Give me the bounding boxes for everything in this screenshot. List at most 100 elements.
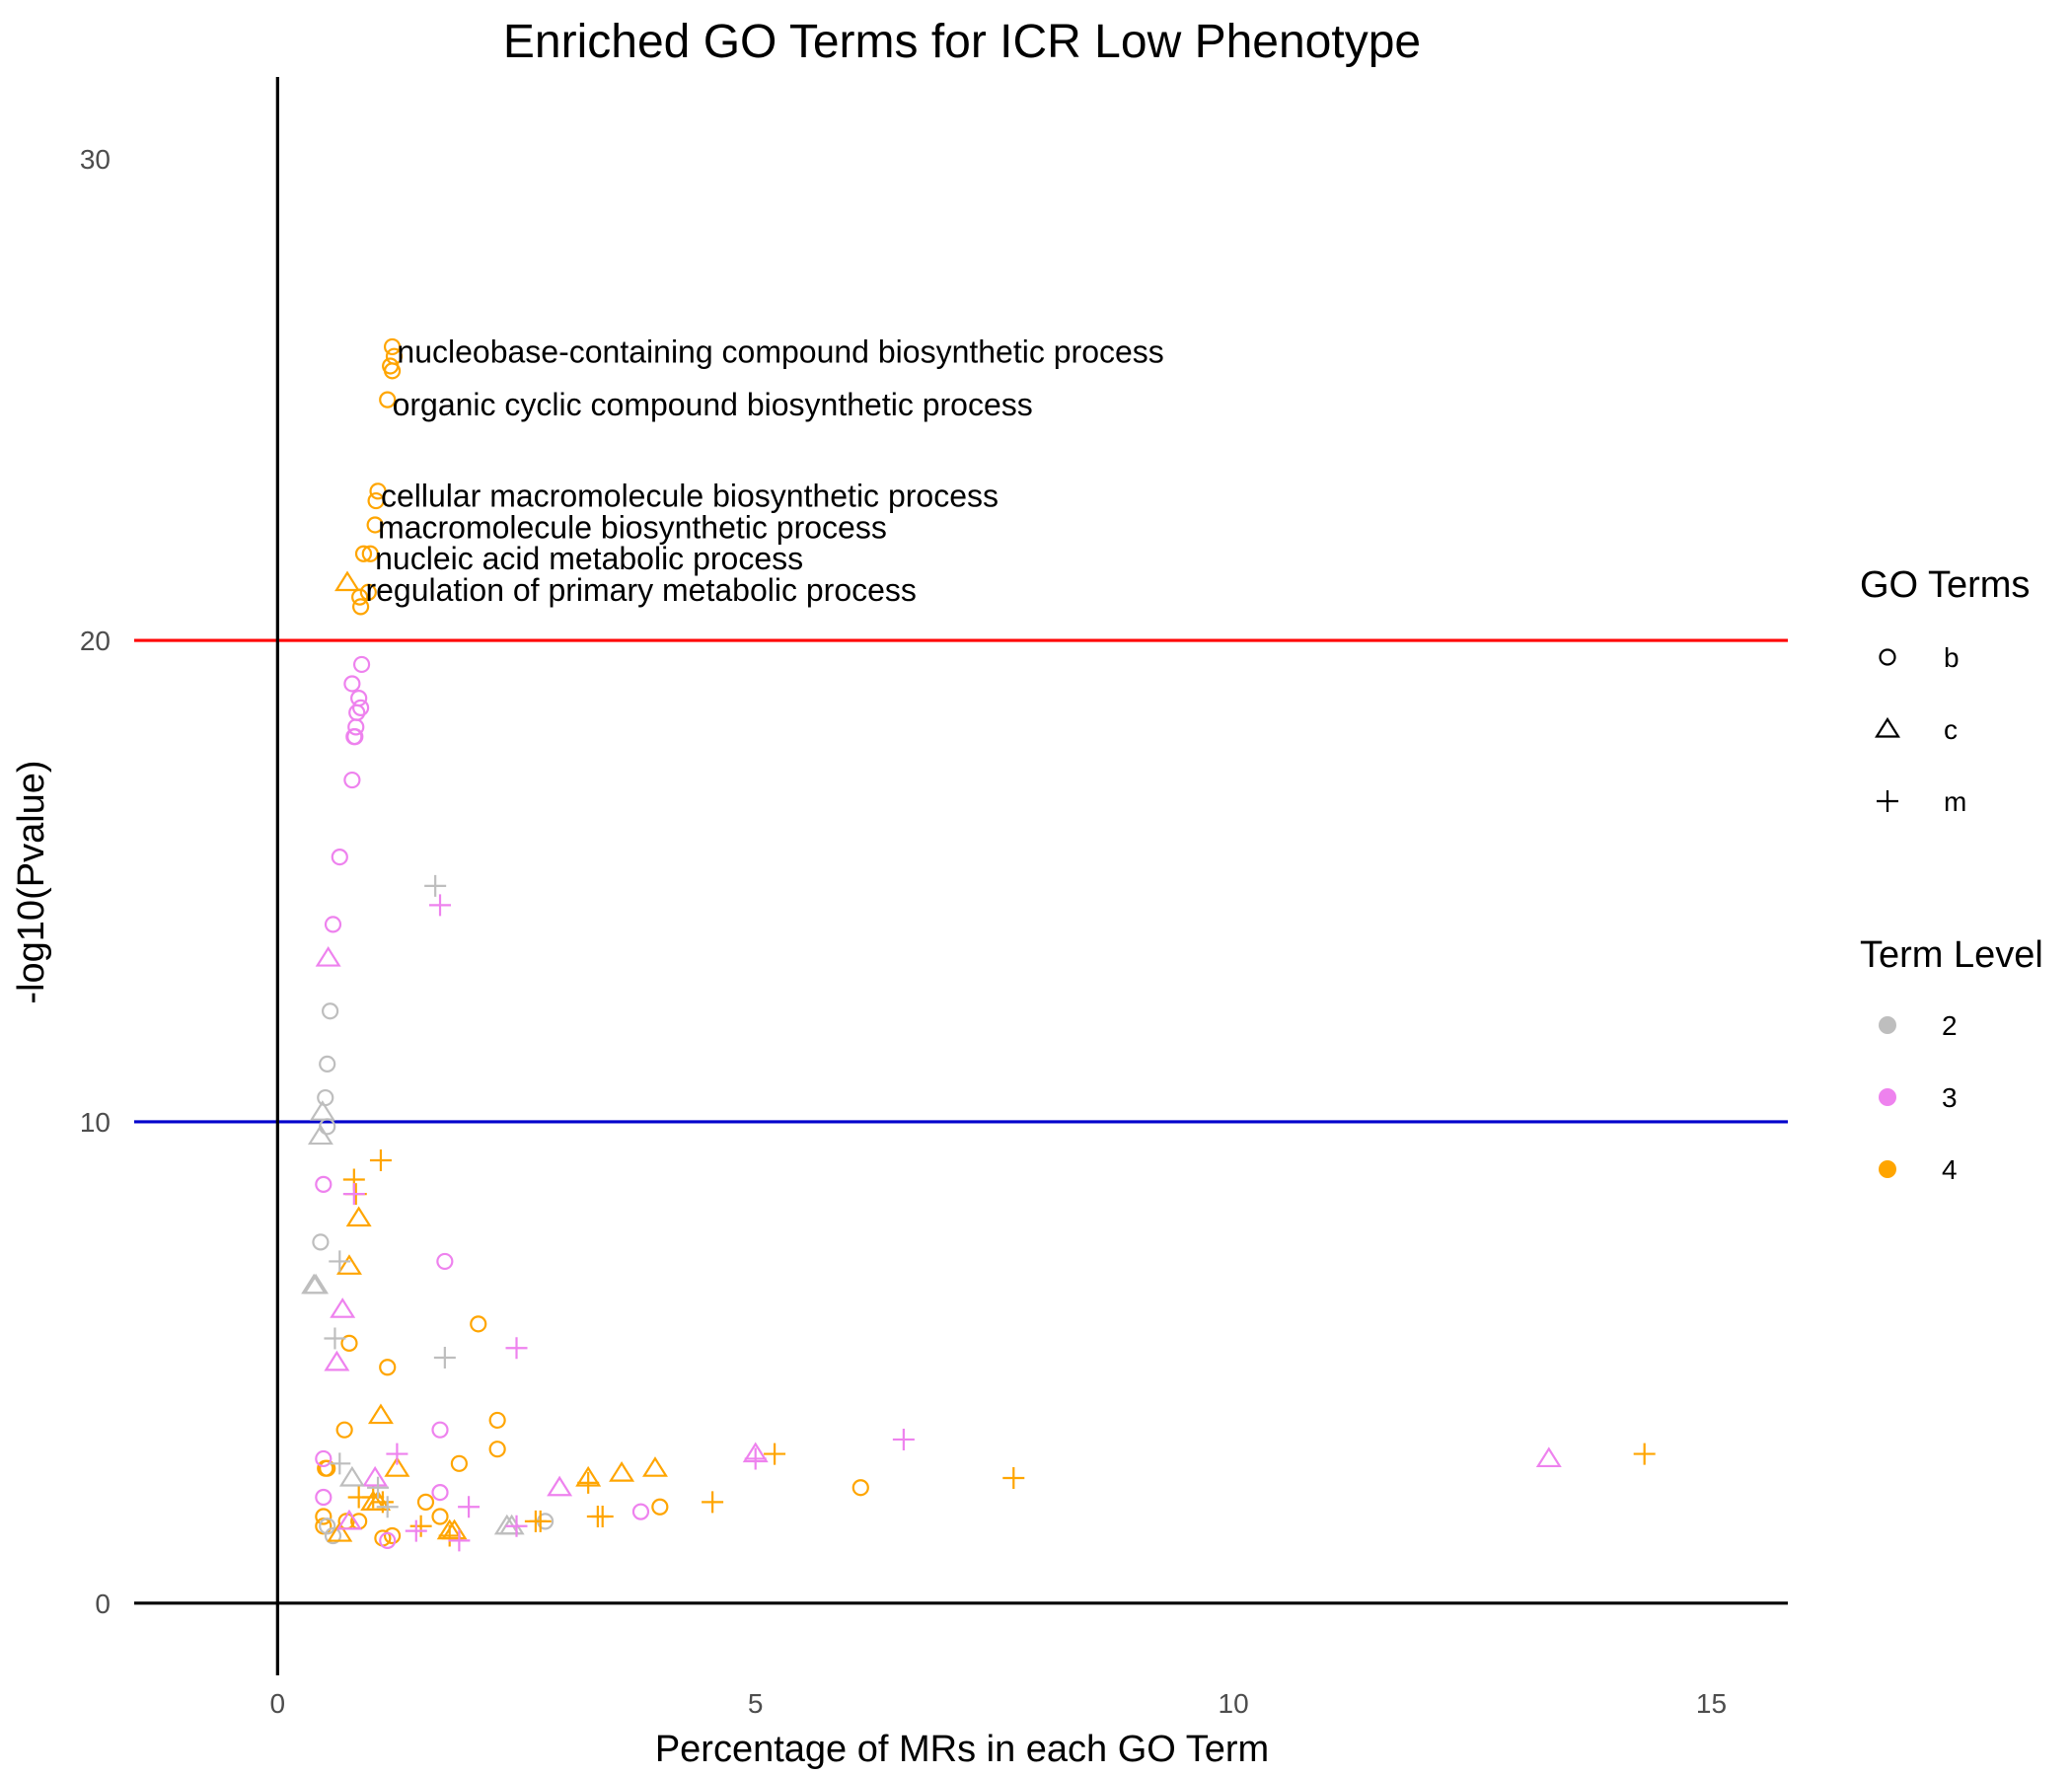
x-axis-ticks: 0 5 10 15 [270, 1688, 1728, 1719]
data-point [383, 362, 402, 380]
data-point [342, 1183, 365, 1206]
point-annotation: regulation of primary metabolic process [365, 572, 916, 608]
series-c-level-2 [301, 1100, 525, 1535]
data-point [458, 1496, 481, 1518]
data-point [334, 570, 361, 592]
data-point [329, 1452, 351, 1475]
point-annotation: nucleic acid metabolic process [375, 541, 803, 576]
series-b-level-3 [315, 655, 650, 1549]
data-point [329, 1250, 351, 1273]
data-point [338, 1465, 365, 1487]
data-point [448, 1529, 471, 1552]
data-point [631, 1503, 650, 1520]
data-point [361, 545, 379, 562]
data-point [315, 1449, 333, 1468]
y-axis-title: -log10(Pvalue) [11, 760, 52, 1003]
data-point [379, 1359, 397, 1376]
data-point [319, 1055, 336, 1073]
data-point [315, 945, 341, 967]
data-point [351, 588, 369, 606]
legend-label: 4 [1942, 1154, 1958, 1185]
data-point [450, 1454, 468, 1472]
data-point [303, 1273, 330, 1295]
data-point [577, 1471, 600, 1494]
x-tick-label: 5 [748, 1688, 764, 1719]
data-point [324, 1327, 346, 1350]
legend-key-color [1879, 1160, 1896, 1178]
data-point [324, 1350, 350, 1371]
data-point [322, 1002, 339, 1020]
data-point [409, 1515, 432, 1537]
data-point [335, 1254, 362, 1275]
data-point [431, 1508, 449, 1525]
data-point [379, 391, 397, 408]
data-point [744, 1447, 767, 1470]
legend-label: m [1944, 786, 1966, 817]
legend-key-triangle [1875, 716, 1900, 738]
data-point [851, 1479, 869, 1497]
data-point [315, 1508, 333, 1525]
data-point [366, 516, 384, 534]
data-point [764, 1443, 786, 1465]
x-tick-label: 15 [1696, 1688, 1727, 1719]
legend-key-plus [1877, 790, 1898, 812]
data-point [369, 1148, 392, 1171]
data-point [362, 1486, 385, 1509]
data-point [609, 1461, 635, 1482]
point-annotation: macromolecule biosynthetic process [378, 509, 887, 545]
data-point [352, 598, 370, 616]
data-point [324, 1526, 342, 1545]
data-point [315, 1488, 333, 1507]
data-point [438, 1524, 461, 1547]
data-point [335, 1509, 362, 1530]
y-tick-label: 0 [95, 1589, 111, 1619]
data-point [641, 1456, 668, 1477]
data-point [330, 1297, 356, 1318]
data-point [892, 1428, 915, 1450]
legend-label: b [1944, 642, 1960, 673]
data-point [352, 655, 371, 674]
y-tick-label: 10 [80, 1107, 111, 1138]
data-point [307, 1124, 333, 1146]
data-point [345, 728, 363, 746]
data-point [327, 1521, 353, 1542]
data-point [431, 1484, 449, 1502]
data-point [384, 1456, 410, 1477]
series-m-level-4 [342, 1148, 1656, 1547]
data-point [470, 1315, 487, 1333]
data-point [367, 491, 385, 510]
data-point [319, 1459, 336, 1477]
x-tick-label: 0 [270, 1688, 286, 1719]
data-point [431, 1421, 449, 1439]
legend-key-color [1879, 1088, 1896, 1106]
data-point [547, 1475, 573, 1497]
data-point [436, 1252, 454, 1271]
x-axis-title: Percentage of MRs in each GO Term [655, 1729, 1269, 1770]
plot-area: nucleobase-containing compound biosynthe… [134, 77, 1788, 1675]
legend-key-circle [1879, 648, 1896, 666]
data-point [319, 1517, 336, 1535]
series-c-level-3 [315, 945, 1562, 1530]
data-point [345, 1206, 372, 1227]
data-point [488, 1411, 506, 1430]
data-point [383, 1526, 402, 1545]
data-point [331, 849, 348, 866]
data-point [591, 1506, 614, 1527]
series-b-level-4 [315, 337, 869, 1547]
y-axis-ticks: 0 10 20 30 [80, 144, 111, 1619]
legend-shape-title: GO Terms [1860, 564, 2030, 606]
data-point [651, 1498, 669, 1516]
data-point [324, 916, 342, 933]
data-point [340, 1334, 358, 1352]
legend: GO Terms Term Level b c m 2 3 4 [1860, 564, 2043, 1185]
data-point [309, 1100, 335, 1121]
data-point [505, 1337, 528, 1360]
data-point [352, 699, 370, 716]
data-point [367, 1476, 390, 1499]
legend-label: c [1944, 714, 1958, 745]
point-annotation: nucleobase-containing compound biosynthe… [397, 333, 1163, 369]
series-m-level-3 [342, 894, 915, 1552]
data-point [369, 482, 387, 500]
data-point [343, 675, 361, 693]
